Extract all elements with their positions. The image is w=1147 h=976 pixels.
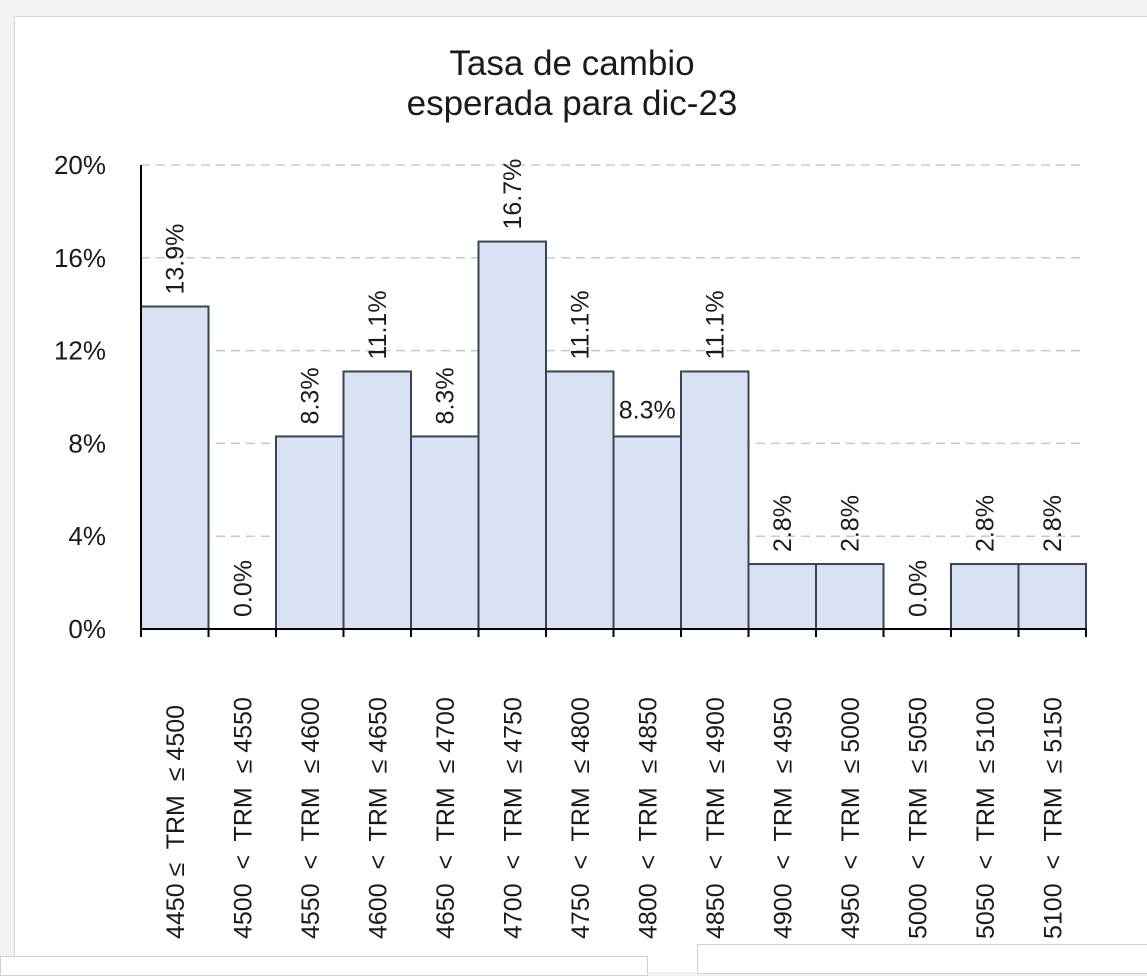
data-label-7: 11.1% — [567, 290, 595, 359]
x-tick-label-14: 5100 < TRM ≤ 5150 — [1039, 697, 1067, 939]
bottom-panel-right — [697, 944, 1147, 974]
bar-8 — [612, 435, 682, 630]
data-label-3: 8.3% — [297, 367, 325, 424]
x-tick-label-13: 5050 < TRM ≤ 5100 — [972, 697, 1000, 939]
x-tick-labels: 4450 ≤ TRM ≤ 4500 4500 < TRM ≤ 4550 4550 <… — [162, 697, 1068, 939]
data-label-5: 8.3% — [432, 367, 460, 424]
bar-10 — [747, 563, 817, 630]
x-tick-label-1: 4450 ≤ TRM ≤ 4500 — [162, 705, 190, 939]
bar-6 — [477, 240, 547, 630]
x-tick-label-11: 4950 < TRM ≤ 5000 — [837, 697, 865, 939]
bottom-panel-left — [0, 956, 648, 976]
x-tick-label-3: 4550 < TRM ≤ 4600 — [297, 697, 325, 939]
bar-11 — [815, 563, 885, 630]
y-tick-labels: 0% 4% 8% 12% 16% 20% — [54, 150, 106, 644]
data-label-4: 11.1% — [364, 290, 392, 359]
x-tick-label-2: 4500 < TRM ≤ 4550 — [229, 697, 257, 939]
chart-title-line-1: Tasa de cambio — [449, 44, 694, 83]
data-label-10: 2.8% — [769, 495, 797, 552]
data-label-1: 13.9% — [162, 224, 190, 295]
x-tick-label-12: 5000 < TRM ≤ 5050 — [904, 697, 932, 939]
x-tick-label-4: 4600 < TRM ≤ 4650 — [364, 697, 392, 939]
data-label-11: 2.8% — [837, 495, 865, 552]
y-tick-label-0: 0% — [68, 614, 106, 644]
data-labels: 13.9% 0.0% 8.3% 11.1% 8.3% 16.7% 11.1% 8.3% 11.1… — [162, 159, 1068, 617]
bar-3 — [275, 435, 345, 630]
data-label-9: 11.1% — [702, 290, 730, 359]
y-tick-label-4: 4% — [68, 521, 106, 551]
bar-1 — [140, 305, 210, 630]
x-tick-label-8: 4800 < TRM ≤ 4850 — [634, 697, 662, 939]
chart-title-line-2: esperada para dic-23 — [407, 84, 738, 123]
y-tick-label-12: 12% — [54, 336, 106, 366]
bar-4 — [342, 370, 412, 630]
x-tick-label-9: 4850 < TRM ≤ 4900 — [702, 697, 730, 939]
data-label-13: 2.8% — [972, 495, 1000, 552]
x-tick-label-5: 4650 < TRM ≤ 4700 — [432, 697, 460, 939]
y-tick-label-20: 20% — [54, 150, 106, 180]
data-label-2: 0.0% — [229, 560, 257, 617]
bar-7 — [545, 370, 615, 630]
axes — [140, 165, 1087, 637]
chart-frame: Tasa de cambio esperada para dic-23 13.9%… — [14, 16, 1147, 972]
x-tick-label-10: 4900 < TRM ≤ 4950 — [769, 697, 797, 939]
bar-13 — [950, 563, 1020, 630]
x-tick-label-6: 4700 < TRM ≤ 4750 — [499, 697, 527, 939]
y-tick-label-16: 16% — [54, 243, 106, 273]
data-label-12: 0.0% — [904, 560, 932, 617]
data-label-14: 2.8% — [1039, 495, 1067, 552]
bar-9 — [680, 370, 750, 630]
bar-14 — [1017, 563, 1087, 630]
y-tick-label-8: 8% — [68, 428, 106, 458]
bars — [140, 240, 1087, 630]
x-tick-label-7: 4750 < TRM ≤ 4800 — [567, 697, 595, 939]
data-label-8: 8.3% — [619, 396, 676, 424]
data-label-6: 16.7% — [499, 159, 527, 230]
bar-5 — [410, 435, 480, 630]
